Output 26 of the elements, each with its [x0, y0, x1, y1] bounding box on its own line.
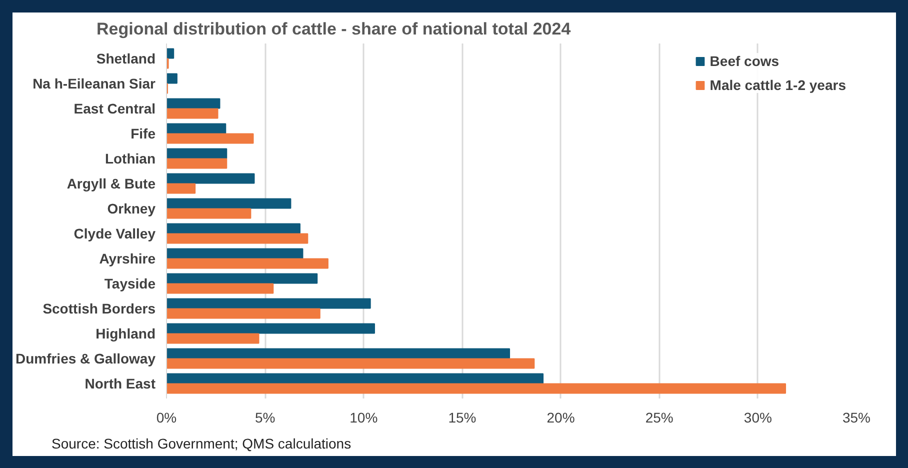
x-tick-label: 5%	[254, 410, 276, 426]
y-tick-label: Argyll & Bute	[66, 176, 156, 192]
x-tick-label: 30%	[744, 410, 772, 426]
x-tick-label: 35%	[842, 410, 871, 426]
y-tick-label: Clyde Valley	[74, 226, 156, 242]
chart-title: Regional distribution of cattle - share of national total 2024	[96, 20, 572, 38]
y-tick-label: Ayrshire	[99, 250, 156, 266]
x-tick-label: 10%	[350, 410, 378, 426]
y-tick-label: North East	[84, 376, 156, 392]
x-tick-label: 25%	[645, 410, 674, 426]
y-tick-label: Highland	[96, 326, 156, 342]
x-tick-label: 15%	[448, 410, 476, 426]
y-tick-label: Shetland	[96, 50, 156, 66]
y-tick-label: East Central	[74, 100, 156, 116]
source-note: Source: Scottish Government; QMS calculations	[52, 436, 352, 452]
y-tick-label: Lothian	[104, 150, 156, 166]
y-tick-label: Dumfries & Galloway	[15, 350, 156, 366]
y-tick-label: Orkney	[107, 200, 156, 216]
legend-label: Beef cows	[710, 53, 780, 69]
y-tick-label: Fife	[130, 126, 156, 142]
legend-label: Male cattle 1-2 years	[710, 77, 846, 93]
y-tick-label: Na h-Eileanan Siar	[32, 76, 156, 92]
x-tick-label: 0%	[156, 410, 177, 426]
y-tick-label: Tayside	[104, 276, 156, 292]
x-tick-label: 20%	[546, 410, 575, 426]
y-tick-label: Scottish Borders	[42, 300, 156, 316]
